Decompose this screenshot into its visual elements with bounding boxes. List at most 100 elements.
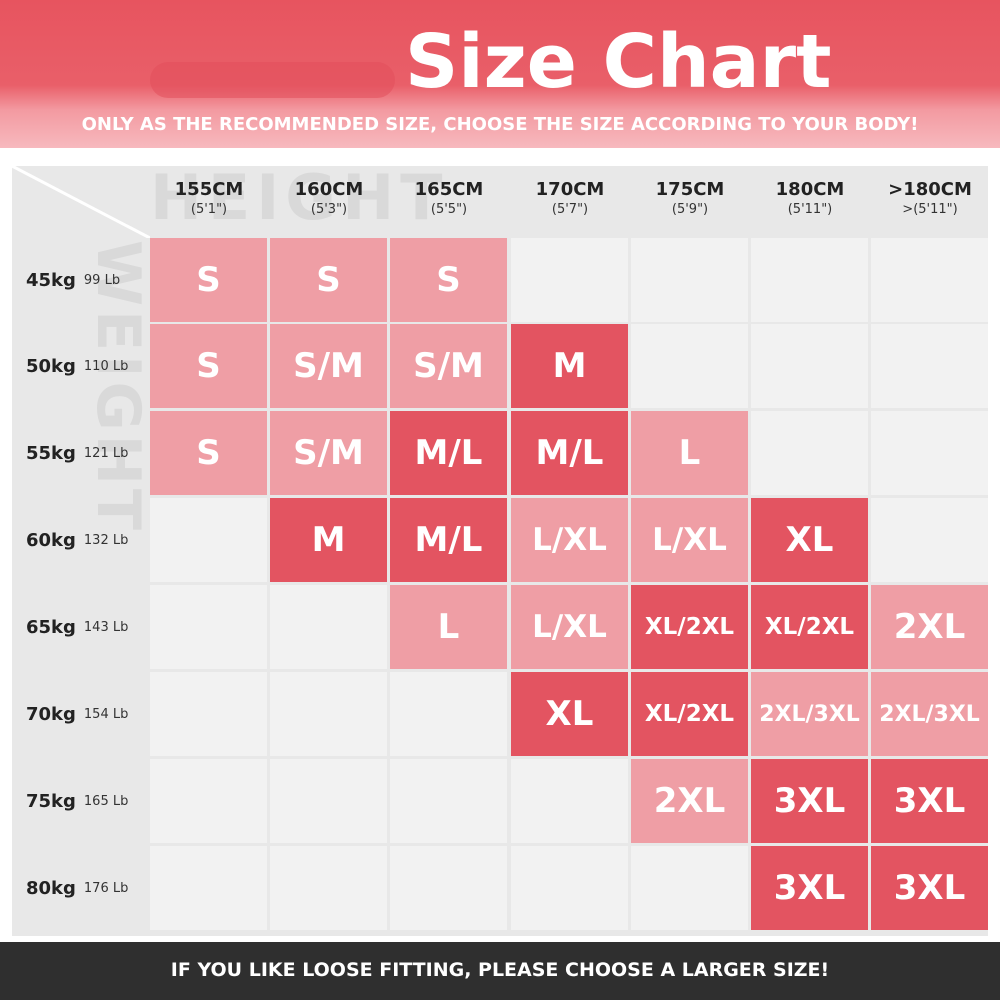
height-cm-label: 170CM	[535, 179, 605, 200]
weight-kg-label: 75kg	[26, 790, 76, 812]
size-cell	[511, 759, 628, 843]
weight-kg-label: 70kg	[26, 703, 76, 725]
weight-lb-label: 176 Lb	[83, 880, 129, 896]
height-header-1: 160CM (5'3")	[270, 170, 388, 232]
size-cell	[631, 324, 748, 408]
size-cell	[150, 498, 267, 582]
size-cell	[511, 846, 628, 930]
weight-lb-label: 110 Lb	[83, 358, 129, 374]
weight-kg-label: 80kg	[26, 877, 76, 899]
weight-lb-label: 154 Lb	[83, 706, 129, 722]
height-watermark: HEIGHT	[150, 161, 449, 234]
height-ft-label: >(5'11")	[902, 202, 958, 217]
size-cell	[270, 846, 387, 930]
size-cell: M	[270, 498, 387, 582]
size-cell: S/M	[270, 411, 387, 495]
size-cell	[150, 759, 267, 843]
size-cell: 3XL	[871, 759, 988, 843]
weight-label-1: 50kg 110 Lb	[14, 324, 148, 408]
weight-kg-label: 60kg	[26, 529, 76, 551]
size-cell: XL/2XL	[631, 672, 748, 756]
height-header-6: >180CM >(5'11")	[871, 170, 989, 232]
weight-kg-label: 55kg	[26, 442, 76, 464]
size-cell	[871, 498, 988, 582]
size-cell: XL	[511, 672, 628, 756]
size-cell: 3XL	[751, 759, 868, 843]
height-ft-label: (5'9")	[671, 202, 709, 217]
size-cell: 3XL	[871, 846, 988, 930]
weight-label-6: 75kg 165 Lb	[14, 759, 148, 843]
size-cell	[751, 411, 868, 495]
weight-kg-label: 50kg	[26, 355, 76, 377]
weight-lb-label: 99 Lb	[83, 272, 121, 288]
size-cell: M/L	[390, 498, 507, 582]
height-ft-label: (5'7")	[551, 202, 589, 217]
size-cell: L	[390, 585, 507, 669]
size-cell: S	[150, 238, 267, 322]
weight-label-4: 65kg 143 Lb	[14, 585, 148, 669]
footer-banner: IF YOU LIKE LOOSE FITTING, PLEASE CHOOSE…	[0, 942, 1000, 1000]
weight-label-7: 80kg 176 Lb	[14, 846, 148, 930]
size-cell: 2XL/3XL	[751, 672, 868, 756]
height-cm-label: 160CM	[294, 179, 364, 200]
size-cell: XL/2XL	[631, 585, 748, 669]
size-cell: M	[511, 324, 628, 408]
size-cell	[751, 324, 868, 408]
size-cell	[150, 585, 267, 669]
weight-lb-label: 143 Lb	[83, 619, 129, 635]
height-ft-label: (5'5")	[430, 202, 468, 217]
size-cell: XL/2XL	[751, 585, 868, 669]
weight-lb-label: 165 Lb	[83, 793, 129, 809]
size-cell	[150, 846, 267, 930]
corner-diagonal-divider	[12, 166, 150, 238]
size-cell	[751, 238, 868, 322]
height-header-0: 155CM (5'1")	[150, 170, 268, 232]
page-title: Size Chart	[405, 19, 832, 105]
height-ft-label: (5'1")	[190, 202, 228, 217]
weight-label-0: 45kg 99 Lb	[14, 238, 148, 322]
weight-lb-label: 121 Lb	[83, 445, 129, 461]
weight-lb-label: 132 Lb	[83, 532, 129, 548]
size-cell: L/XL	[511, 498, 628, 582]
height-header-3: 170CM (5'7")	[511, 170, 629, 232]
size-cell	[270, 672, 387, 756]
size-cell	[390, 672, 507, 756]
size-cell: S	[150, 324, 267, 408]
weight-kg-label: 65kg	[26, 616, 76, 638]
size-cell	[631, 238, 748, 322]
size-cell: S	[270, 238, 387, 322]
weight-label-3: 60kg 132 Lb	[14, 498, 148, 582]
height-cm-label: 180CM	[775, 179, 845, 200]
size-cell: S	[390, 238, 507, 322]
size-cell	[631, 846, 748, 930]
height-cm-label: 155CM	[174, 179, 244, 200]
size-cell: L/XL	[631, 498, 748, 582]
height-cm-label: >180CM	[888, 179, 972, 200]
weight-label-2: 55kg 121 Lb	[14, 411, 148, 495]
page-subtitle: ONLY AS THE RECOMMENDED SIZE, CHOOSE THE…	[81, 114, 919, 135]
size-cell	[270, 585, 387, 669]
size-cell	[390, 846, 507, 930]
size-cell: 3XL	[751, 846, 868, 930]
size-cell	[270, 759, 387, 843]
weight-kg-label: 45kg	[26, 269, 76, 291]
height-cm-label: 165CM	[414, 179, 484, 200]
size-cell	[871, 238, 988, 322]
size-cell: 2XL	[871, 585, 988, 669]
size-cell: L	[631, 411, 748, 495]
size-cell	[871, 324, 988, 408]
size-cell: M/L	[390, 411, 507, 495]
size-cell	[511, 238, 628, 322]
size-cell: S	[150, 411, 267, 495]
weight-label-5: 70kg 154 Lb	[14, 672, 148, 756]
size-cell: 2XL	[631, 759, 748, 843]
height-ft-label: (5'3")	[310, 202, 348, 217]
height-header-4: 175CM (5'9")	[631, 170, 749, 232]
header-banner: Size Chart ONLY AS THE RECOMMENDED SIZE,…	[0, 0, 1000, 148]
weight-watermark: WEIGHT	[83, 240, 153, 534]
size-cell: S/M	[270, 324, 387, 408]
size-cell: XL	[751, 498, 868, 582]
header-decor-pill	[150, 62, 395, 98]
height-header-5: 180CM (5'11")	[751, 170, 869, 232]
size-cell: 2XL/3XL	[871, 672, 988, 756]
